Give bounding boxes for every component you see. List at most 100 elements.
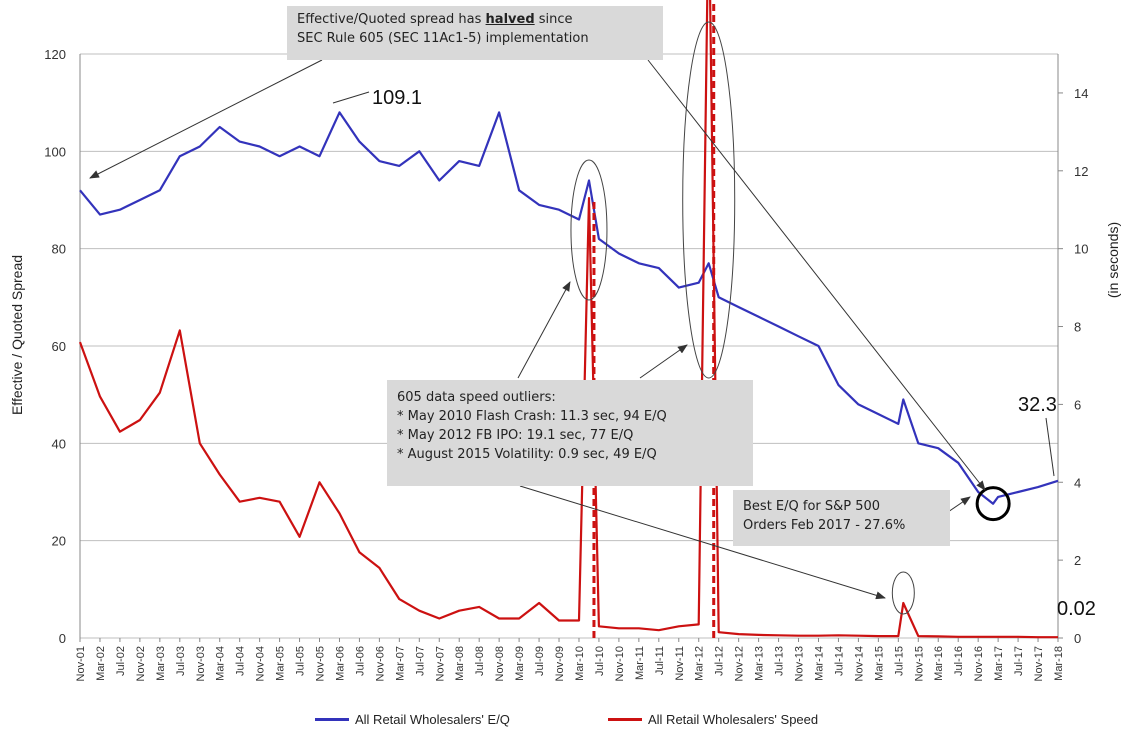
legend-eq: All Retail Wholesalers' E/Q: [315, 712, 510, 727]
x-tick-label: Nov-17: [1033, 646, 1045, 681]
peak-label: 109.1: [372, 87, 422, 109]
x-tick-label: Mar-04: [215, 646, 227, 681]
x-tick-label: Nov-15: [913, 646, 925, 681]
x-tick-label: Nov-09: [554, 646, 566, 681]
right-axis-ticks: 0 2 4 6 8 10 12 14: [1058, 86, 1088, 646]
y2-tick-label: 14: [1074, 86, 1088, 101]
legend-eq-swatch: [315, 718, 349, 721]
arrow-to-volatility: [519, 485, 886, 600]
y2-tick-label: 8: [1074, 320, 1081, 335]
y2-tick-label: 6: [1074, 397, 1081, 412]
x-tick-label: Mar-09: [514, 646, 526, 681]
outlier-ellipses: [570, 21, 1011, 615]
x-tick-label: Mar-08: [454, 646, 466, 681]
x-tick-label: Jul-09: [534, 646, 546, 676]
x-tick-label: Nov-04: [255, 646, 267, 681]
x-tick-label: Jul-12: [714, 646, 726, 676]
arrow-to-best: [647, 59, 986, 491]
x-tick-label: Jul-11: [654, 646, 666, 675]
y-tick-label: 100: [44, 144, 66, 159]
x-tick-label: Nov-01: [75, 646, 87, 681]
series-lines: [78, 0, 1059, 639]
x-tick-label: Jul-06: [354, 646, 366, 676]
end-eq-leader: [1045, 417, 1055, 477]
y-tick-label: 80: [52, 242, 66, 257]
x-tick-label: Mar-10: [574, 646, 586, 681]
x-tick-label: Mar-17: [993, 646, 1005, 681]
x-tick-label: Jul-13: [774, 646, 786, 676]
arrow-to-start: [89, 59, 323, 179]
peak-leader: [332, 91, 370, 104]
flash-crash-ellipse: [570, 159, 608, 301]
x-tick-label: Mar-13: [754, 646, 766, 681]
best-eq-annotation-box: Best E/Q for S&P 500 Orders Feb 2017 - 2…: [733, 490, 950, 546]
outlier-item-flash-crash: * May 2010 Flash Crash: 11.3 sec, 94 E/Q: [397, 409, 667, 424]
volatility-ellipse: [891, 571, 915, 615]
annotation-arrows: [89, 59, 1055, 600]
best-eq-line2: Orders Feb 2017 - 27.6%: [743, 518, 906, 533]
y2-tick-label: 0: [1074, 631, 1081, 646]
x-tick-label: Nov-11: [674, 646, 686, 681]
eq-series-line: [79, 111, 1059, 505]
x-tick-label: Jul-15: [893, 646, 905, 676]
arrow-to-flash-crash: [517, 281, 571, 379]
best-eq-line1: Best E/Q for S&P 500: [743, 499, 881, 514]
end-eq-label: 32.3: [1018, 394, 1057, 416]
x-tick-label: Jul-05: [295, 646, 307, 676]
x-tick-label: Nov-08: [494, 646, 506, 681]
x-tick-label: Jul-17: [1013, 646, 1025, 676]
top-annotation-bold: halved: [485, 12, 535, 27]
x-tick-label: Jul-02: [115, 646, 127, 676]
legend-eq-label: All Retail Wholesalers' E/Q: [355, 712, 510, 727]
x-tick-label: Mar-02: [95, 646, 107, 681]
x-tick-label: Mar-14: [813, 646, 825, 681]
y-tick-label: 40: [52, 436, 66, 451]
x-tick-label: Jul-07: [414, 646, 426, 676]
x-tick-label: Nov-03: [195, 646, 207, 681]
end-speed-label: 0.02: [1057, 598, 1096, 620]
x-tick-label: Nov-16: [973, 646, 985, 681]
y2-axis-title: (in seconds): [1105, 222, 1121, 298]
legend-speed-swatch: [608, 718, 642, 721]
arrow-to-best-circle: [947, 496, 971, 513]
x-tick-label: Mar-15: [873, 646, 885, 681]
x-tick-label: Jul-14: [833, 646, 845, 676]
x-tick-label: Mar-12: [694, 646, 706, 681]
x-tick-label: Mar-06: [334, 646, 346, 681]
x-tick-label: Nov-12: [734, 646, 746, 681]
y2-tick-label: 10: [1074, 242, 1088, 257]
x-tick-label: Nov-06: [374, 646, 386, 681]
x-tick-label: Jul-10: [594, 646, 606, 676]
legend-speed-label: All Retail Wholesalers' Speed: [648, 712, 819, 727]
x-tick-label: Jul-03: [175, 646, 187, 676]
x-tick-label: Nov-13: [794, 646, 806, 681]
x-axis-ticks: Nov-01 Mar-02 Jul-02 Nov-02 Mar-03 Jul-03 Nov-…: [75, 638, 1065, 681]
y-tick-label: 0: [59, 631, 66, 646]
fb-ipo-ellipse: [682, 21, 736, 379]
y-tick-label: 120: [44, 47, 66, 62]
x-tick-label: Mar-16: [933, 646, 945, 681]
gridlines: [79, 53, 1059, 639]
x-tick-label: Nov-07: [434, 646, 446, 681]
x-tick-label: Jul-16: [953, 646, 965, 676]
y2-tick-label: 4: [1074, 475, 1081, 490]
x-tick-label: Mar-18: [1053, 646, 1065, 681]
y2-tick-label: 12: [1074, 164, 1088, 179]
y-axis-title: Effective / Quoted Spread: [9, 255, 25, 415]
top-annotation-line1: Effective/Quoted spread has halved since: [297, 10, 653, 29]
top-annotation-pre: Effective/Quoted spread has: [297, 12, 486, 27]
legend-speed: All Retail Wholesalers' Speed: [608, 712, 818, 727]
x-tick-label: Nov-02: [135, 646, 147, 681]
top-annotation-line2: SEC Rule 605 (SEC 11Ac1-5) implementatio…: [297, 31, 589, 46]
y2-tick-label: 2: [1074, 553, 1081, 568]
arrow-to-fb-ipo: [639, 344, 688, 379]
y-tick-label: 60: [52, 339, 66, 354]
x-tick-label: Mar-11: [634, 646, 646, 680]
speed-series-line: [78, 0, 1058, 639]
x-tick-label: Jul-08: [474, 646, 486, 676]
top-annotation-post: since: [534, 12, 573, 27]
x-tick-label: Jul-04: [235, 646, 247, 676]
left-axis-ticks: 0 20 40 60 80 100 120: [44, 47, 66, 646]
x-tick-label: Mar-07: [394, 646, 406, 681]
